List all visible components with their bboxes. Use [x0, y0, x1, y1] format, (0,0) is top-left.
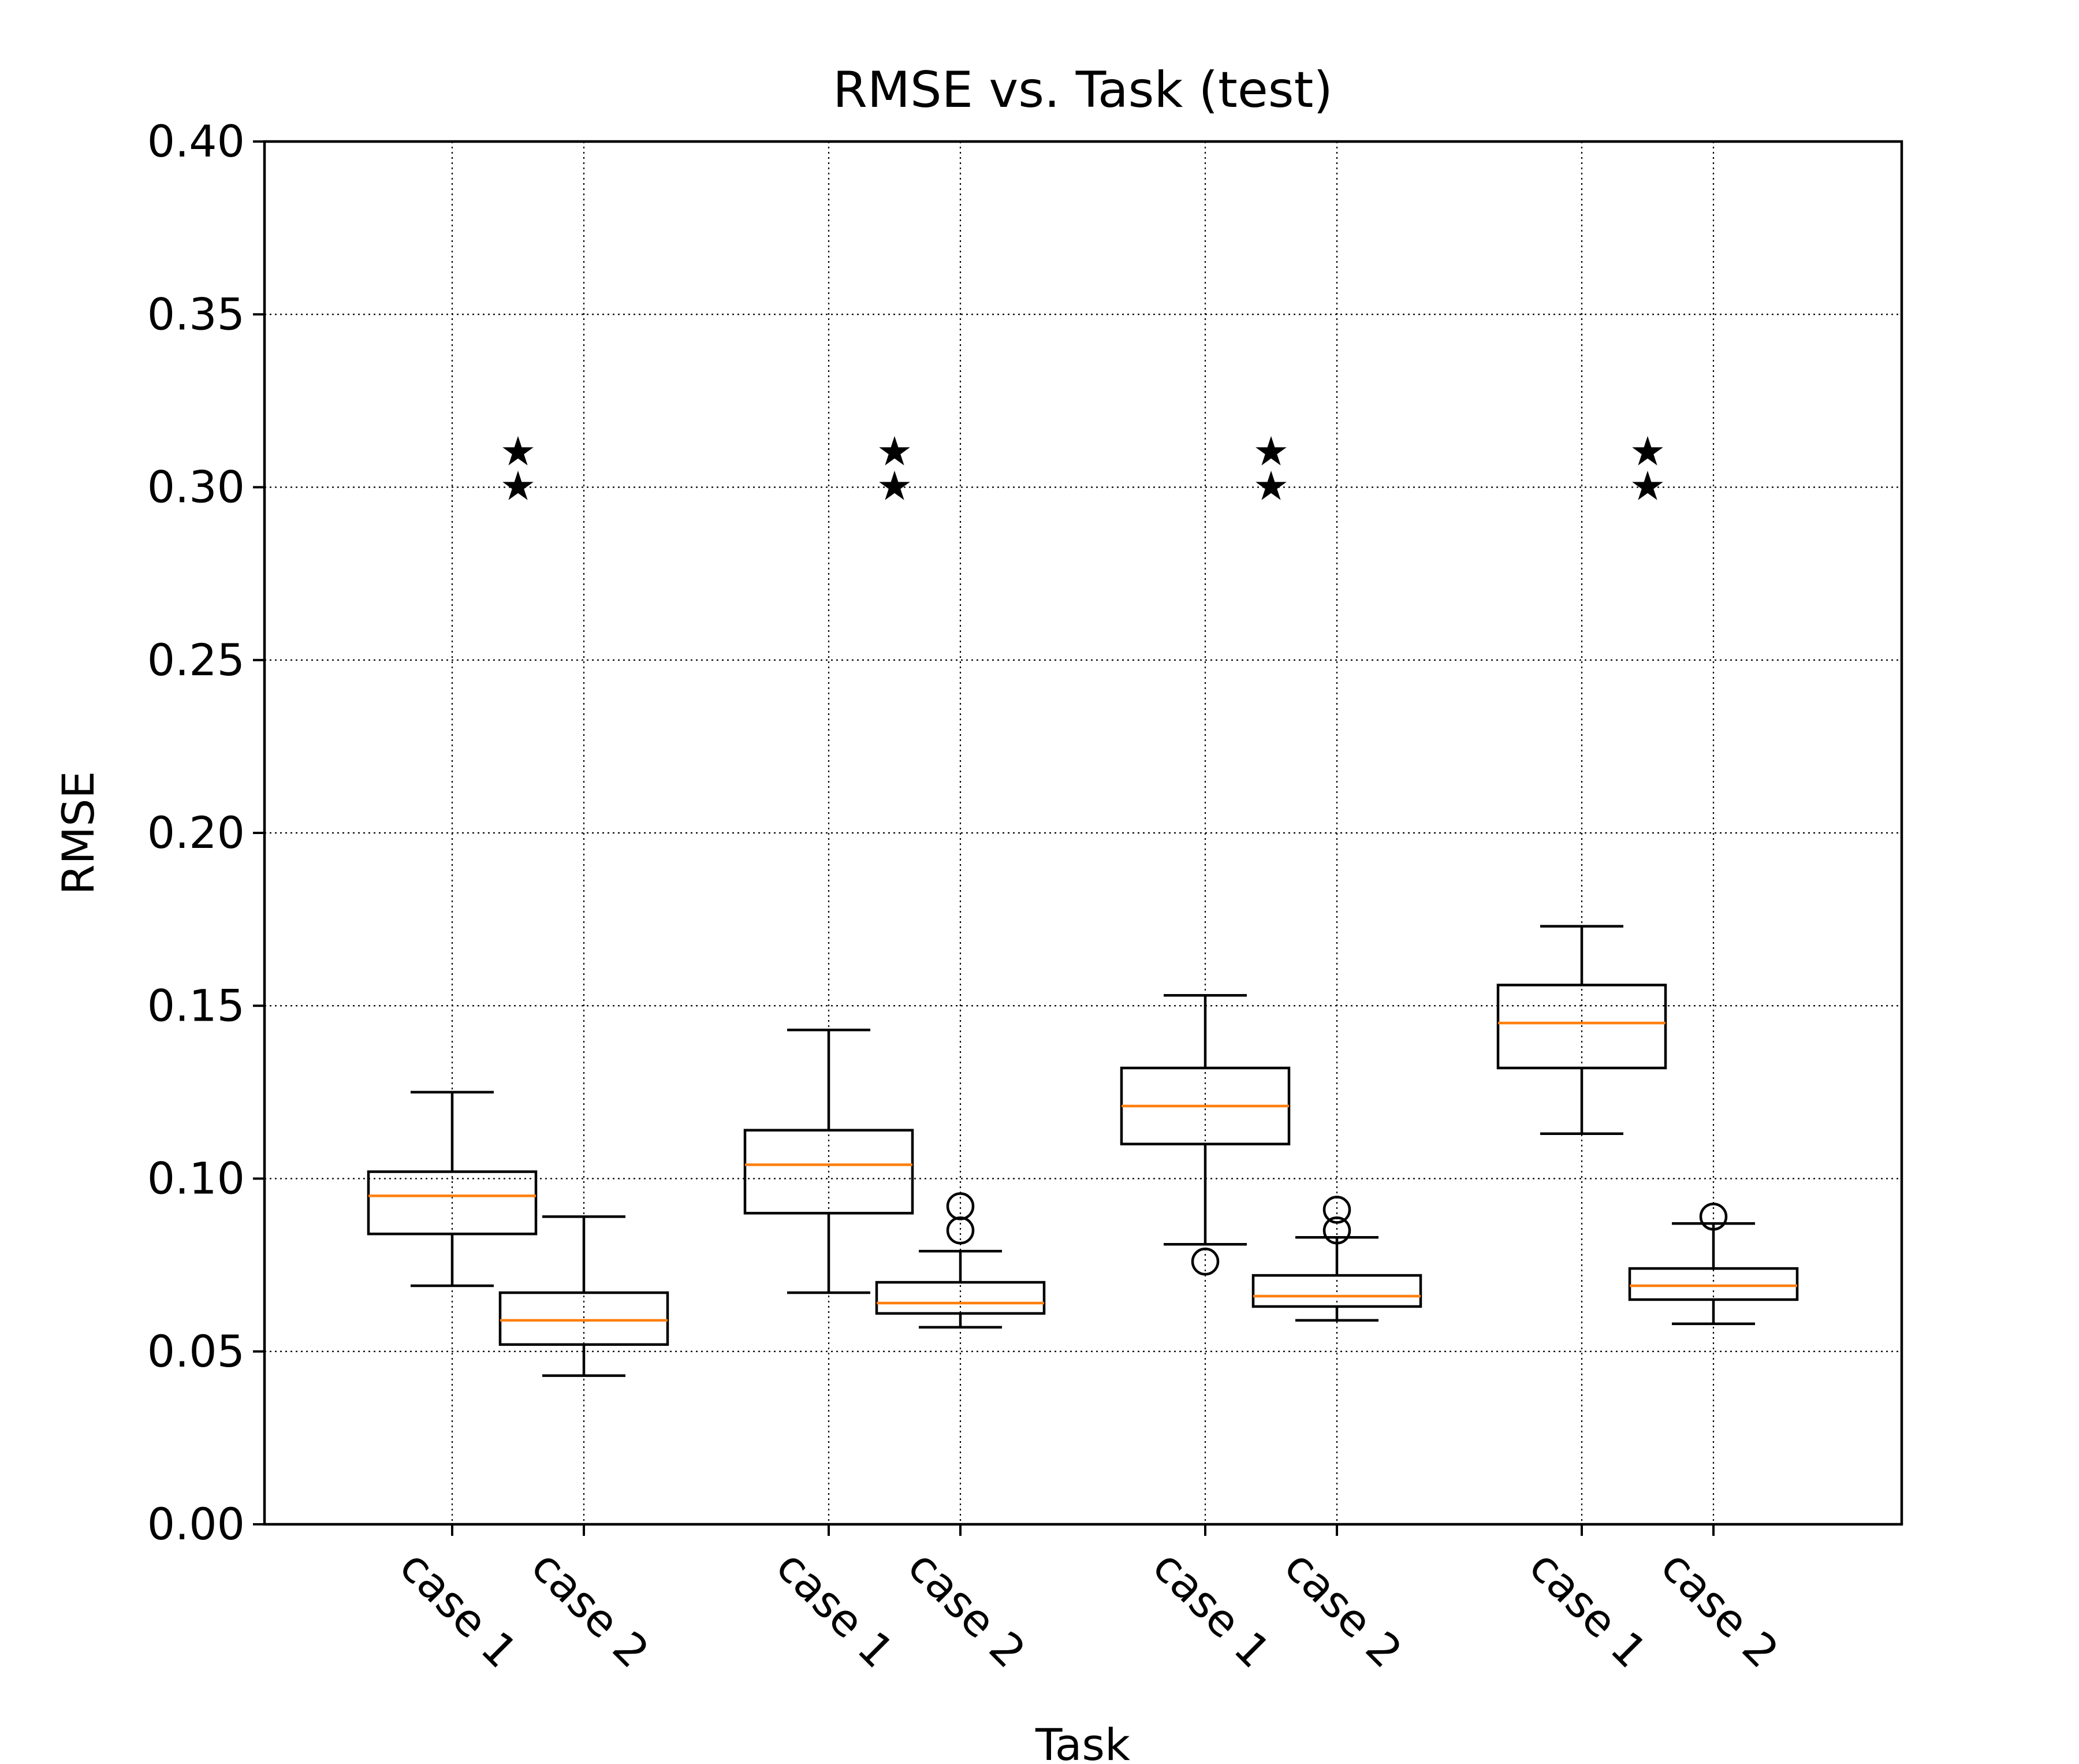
outlier-marker — [1191, 1247, 1220, 1276]
significance-star: ★ — [877, 463, 913, 510]
y-tick-label: 0.05 — [147, 1326, 245, 1377]
significance-star: ★ — [1253, 463, 1290, 510]
outlier-marker — [1699, 1203, 1728, 1231]
plot-marks: ★★★★★★★★ — [367, 428, 1799, 1377]
box — [743, 1129, 914, 1215]
outlier-marker — [946, 1192, 975, 1220]
y-tick-label: 0.00 — [147, 1498, 245, 1550]
y-tick-label: 0.40 — [147, 116, 245, 167]
chart-title: RMSE vs. Task (test) — [833, 61, 1333, 119]
box — [1251, 1274, 1422, 1308]
significance-star: ★ — [500, 463, 536, 510]
y-tick-label: 0.35 — [147, 288, 245, 340]
y-axis-label: RMSE — [53, 771, 104, 895]
box — [1628, 1267, 1799, 1301]
y-tick-label: 0.25 — [147, 634, 245, 686]
box — [367, 1170, 538, 1235]
significance-star: ★ — [877, 428, 913, 475]
x-axis-label: Task — [1035, 1719, 1130, 1764]
y-tick-label: 0.10 — [147, 1153, 245, 1204]
significance-star: ★ — [1253, 428, 1290, 475]
y-tick-label: 0.30 — [147, 462, 245, 513]
significance-star: ★ — [1630, 428, 1666, 475]
y-tick-label: 0.20 — [147, 807, 245, 858]
significance-star: ★ — [1630, 463, 1666, 510]
grid — [264, 142, 1902, 1524]
outlier-marker — [1322, 1196, 1351, 1224]
y-tick-label: 0.15 — [147, 980, 245, 1031]
box — [875, 1281, 1046, 1315]
box — [1496, 984, 1667, 1070]
outlier-marker — [1322, 1216, 1351, 1245]
significance-star: ★ — [500, 428, 536, 475]
box — [498, 1291, 669, 1346]
